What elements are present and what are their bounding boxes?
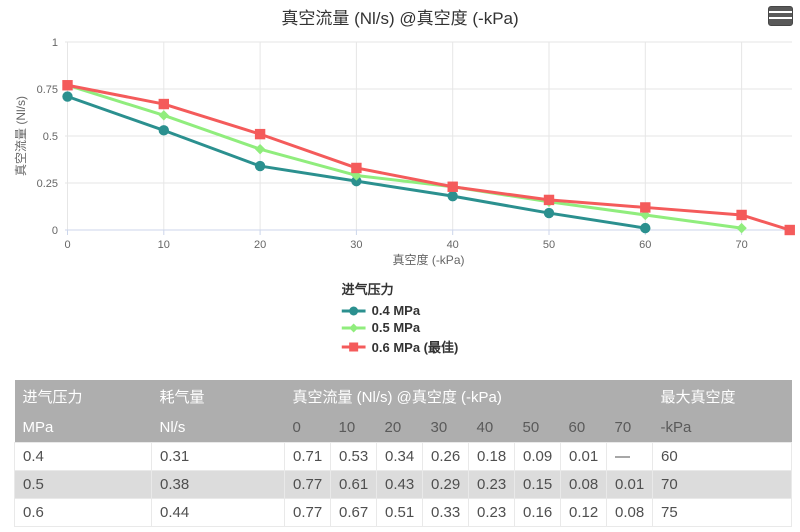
table-cell: 0.15 xyxy=(514,470,561,499)
table-unit-row: MPa Nl/s 0 10 20 30 40 50 60 70 -kPa xyxy=(14,413,792,443)
table-cell: 0.34 xyxy=(376,442,423,471)
table-cell: 0.08 xyxy=(605,498,654,527)
svg-text:30: 30 xyxy=(350,239,362,251)
table-cell: 0.51 xyxy=(376,498,423,527)
table-cell: 60 xyxy=(652,442,793,471)
svg-text:0: 0 xyxy=(64,239,70,251)
table-cell: 0.33 xyxy=(422,498,469,527)
legend-item-0.6-mpa-[interactable]: 0.6 MPa (最佳) xyxy=(341,337,459,356)
svg-text:20: 20 xyxy=(254,239,266,251)
svg-text:1: 1 xyxy=(52,37,58,49)
table-cell: 0.4 xyxy=(14,442,152,471)
table-cell: 0.38 xyxy=(151,470,285,499)
table-unit-cell: Nl/s xyxy=(151,413,285,443)
svg-text:0.75: 0.75 xyxy=(37,84,58,96)
hamburger-menu-icon[interactable] xyxy=(768,6,793,26)
table-cell: 0.23 xyxy=(468,470,515,499)
table-cell: 0.61 xyxy=(330,470,377,499)
table-cell: 0.71 xyxy=(284,442,331,471)
table-unit-cell: 10 xyxy=(330,413,377,443)
table-unit-cell: 70 xyxy=(606,413,653,443)
table-unit-cell: -kPa xyxy=(652,413,792,443)
svg-text:50: 50 xyxy=(543,239,555,251)
table-cell: 0.16 xyxy=(514,498,561,527)
series-0.4-mpa xyxy=(62,91,651,234)
svg-text:0.25: 0.25 xyxy=(37,178,58,190)
svg-text:0.5: 0.5 xyxy=(43,131,58,143)
table-unit-cell: 20 xyxy=(376,413,423,443)
table-cell: 0.5 xyxy=(14,470,152,499)
table-cell: 0.6 xyxy=(14,498,152,527)
table-cell: 0.23 xyxy=(468,498,515,527)
svg-text:60: 60 xyxy=(639,239,651,251)
legend-marker-icon xyxy=(341,306,366,315)
grid xyxy=(65,41,792,231)
table-header-cell: 真空流量 (Nl/s) @真空度 (-kPa) xyxy=(284,380,653,413)
table-header-cell: 进气压力 xyxy=(14,380,152,413)
chart: 真空流量 (Nl/s) @真空度 (-kPa) 0 10 20 30 40 50 60 70 0… xyxy=(14,6,795,358)
svg-text:70: 70 xyxy=(735,239,747,251)
table-cell: 0.09 xyxy=(514,442,561,471)
table-cell: 0.26 xyxy=(422,442,469,471)
table-cell: 0.12 xyxy=(560,498,607,527)
legend-label: 0.6 MPa (最佳) xyxy=(371,340,459,355)
line-chart: 0 10 20 30 40 50 60 70 0 0.25 0.5 0.75 1 真空度 (-kPa) 真空… xyxy=(14,37,795,267)
table-header-row: 进气压力 耗气量 真空流量 (Nl/s) @真空度 (-kPa) 最大真空度 xyxy=(14,380,792,413)
data-table-wrap: 进气压力 耗气量 真空流量 (Nl/s) @真空度 (-kPa) 最大真空度 MPa Nl… xyxy=(14,380,793,527)
x-axis-labels: 0 10 20 30 40 50 60 70 xyxy=(64,239,747,251)
chart-title: 真空流量 (Nl/s) @真空度 (-kPa) xyxy=(281,9,519,28)
table-cell: 0.08 xyxy=(560,470,607,499)
table-unit-cell: 40 xyxy=(468,413,515,443)
table-row: 0.5 0.38 0.77 0.61 0.43 0.29 0.23 0.15 0.08 0.01 7… xyxy=(14,470,793,499)
table-unit-cell: 30 xyxy=(422,413,469,443)
table-header-cell: 最大真空度 xyxy=(652,380,792,413)
table-header-cell: 耗气量 xyxy=(151,380,285,413)
table-cell: 0.31 xyxy=(151,442,285,471)
table-cell: 0.67 xyxy=(330,498,377,527)
table-cell: 0.01 xyxy=(605,470,654,499)
table-unit-cell: 50 xyxy=(514,413,561,443)
series-0.6-mpa- xyxy=(62,80,795,236)
legend-item-0.4-mpa[interactable]: 0.4 MPa xyxy=(341,303,459,318)
chart-legend: 进气压力 0.4 MPa 0.5 MPa 0.6 MPa (最佳) xyxy=(341,279,459,358)
table-cell: 70 xyxy=(652,470,793,499)
x-axis xyxy=(65,229,792,235)
table-cell: 0.44 xyxy=(151,498,285,527)
spec-table: 进气压力 耗气量 真空流量 (Nl/s) @真空度 (-kPa) 最大真空度 MPa Nl… xyxy=(14,380,793,527)
table-row: 0.4 0.31 0.71 0.53 0.34 0.26 0.18 0.09 0.01—60 xyxy=(14,442,793,471)
y-axis-title: 真空流量 (Nl/s) xyxy=(14,96,28,176)
legend-label: 0.5 MPa xyxy=(371,320,421,335)
table-cell: 0.77 xyxy=(284,470,331,499)
legend-title: 进气压力 xyxy=(341,282,394,297)
table-cell: 0.53 xyxy=(330,442,377,471)
table-cell: 75 xyxy=(652,498,793,527)
table-cell: 0.18 xyxy=(468,442,515,471)
y-axis-labels: 0 0.25 0.5 0.75 1 xyxy=(37,37,58,237)
svg-text:10: 10 xyxy=(158,239,170,251)
table-cell: 0.29 xyxy=(422,470,469,499)
svg-text:0: 0 xyxy=(52,225,58,237)
legend-label: 0.4 MPa xyxy=(371,303,421,318)
table-cell: 0.77 xyxy=(284,498,331,527)
x-axis-title: 真空度 (-kPa) xyxy=(392,252,464,267)
legend-marker-icon xyxy=(341,342,366,351)
table-cell: 0.43 xyxy=(376,470,423,499)
table-unit-cell: 60 xyxy=(560,413,607,443)
table-unit-cell: 0 xyxy=(284,413,331,443)
legend-marker-icon xyxy=(341,323,366,332)
table-cell: — xyxy=(605,442,654,471)
table-unit-cell: MPa xyxy=(14,413,152,443)
svg-text:40: 40 xyxy=(447,239,459,251)
table-cell: 0.01 xyxy=(560,442,607,471)
legend-items: 0.4 MPa 0.5 MPa 0.6 MPa (最佳) xyxy=(341,303,459,356)
table-row: 0.6 0.44 0.77 0.67 0.51 0.33 0.23 0.16 0.12 0.08 7… xyxy=(14,498,793,527)
legend-item-0.5-mpa[interactable]: 0.5 MPa xyxy=(341,320,459,335)
